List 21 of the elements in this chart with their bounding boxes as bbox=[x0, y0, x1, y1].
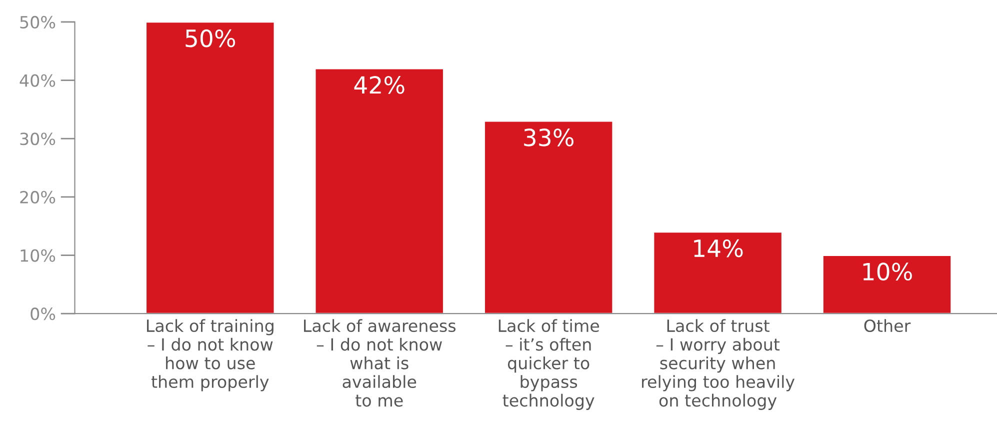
y-tick-label: 0% bbox=[30, 308, 56, 320]
x-tick-label: Lack of trust – I worry about security when relying too heavily on technology bbox=[642, 319, 795, 410]
y-tick-label: 10% bbox=[20, 249, 56, 262]
bar bbox=[484, 120, 614, 314]
bar bbox=[314, 68, 444, 314]
y-tick-label: 40% bbox=[20, 74, 56, 87]
data-label: 10% bbox=[863, 262, 912, 281]
bar bbox=[145, 22, 276, 314]
x-tick-label: Lack of awareness – I do not know what is available to me bbox=[304, 319, 456, 407]
bar bbox=[652, 231, 783, 314]
data-label: 50% bbox=[186, 29, 236, 48]
bar bbox=[822, 254, 952, 314]
y-tick-label: 20% bbox=[20, 190, 56, 204]
x-tick-label: Lack of time – it’s often quicker to bypass technology bbox=[498, 319, 600, 410]
x-tick-label: Lack of training – I do not know how to use them properly bbox=[147, 319, 274, 392]
data-label: 33% bbox=[524, 128, 574, 146]
x-tick-label: Other bbox=[864, 319, 911, 332]
data-label: 14% bbox=[694, 239, 743, 258]
y-tick-label: 30% bbox=[20, 132, 56, 146]
data-label: 42% bbox=[354, 76, 404, 94]
y-tick-label: 50% bbox=[20, 16, 56, 29]
